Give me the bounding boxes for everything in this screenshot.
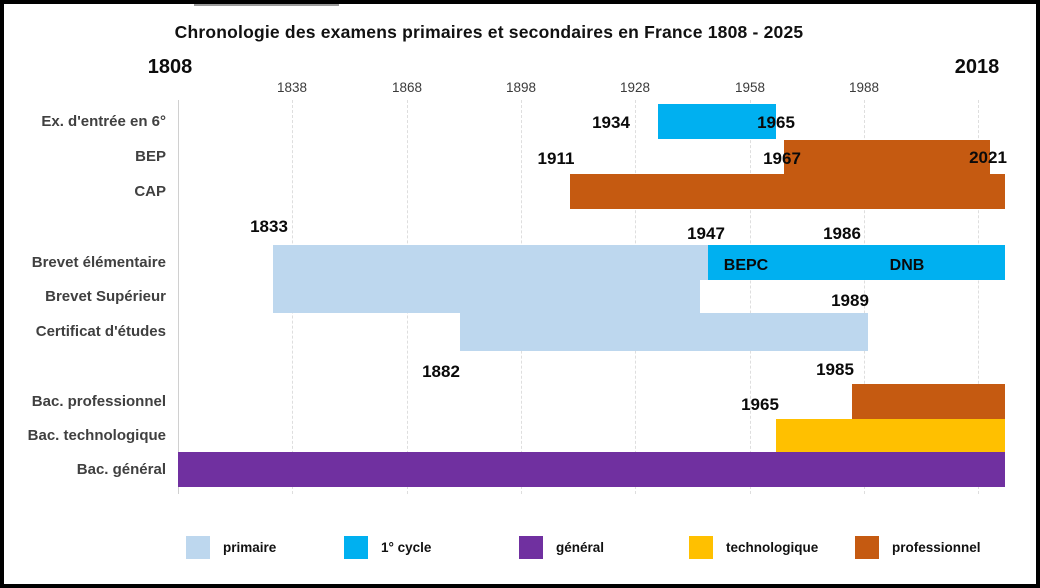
- bar-segment: [273, 245, 708, 280]
- bar-segment: [570, 174, 1005, 209]
- year-annotation: 1833: [250, 217, 288, 236]
- year-annotation: 1989: [831, 291, 869, 310]
- row-label: Brevet Supérieur: [45, 287, 166, 305]
- bar-segment: [708, 245, 1005, 280]
- row-label: Ex. d'entrée en 6°: [41, 112, 166, 130]
- row-label: Certificat d'études: [35, 323, 166, 340]
- bar-segment: [460, 313, 868, 351]
- axis-tick-label: 1988: [848, 80, 880, 95]
- axis-edge-label: 2018: [954, 56, 1000, 78]
- year-annotation: 1947: [687, 224, 725, 243]
- row-label: Brevet élémentaire: [31, 253, 166, 271]
- legend-label: général: [556, 540, 605, 555]
- legend-swatch-professionnel: [855, 536, 879, 559]
- bar-segment: [658, 104, 776, 139]
- timeline-chart: 1838 1868 1898 1928 1958 1988 1808 2018 Ex. d'en…: [4, 4, 1036, 584]
- bar-segment: [178, 452, 1005, 487]
- bar-inner-label: BEPC: [723, 257, 769, 274]
- row-label: Bac. général: [76, 460, 166, 478]
- legend-swatch-cycle1: [344, 536, 368, 559]
- gridline: [864, 100, 865, 494]
- bar-inner-label: DNB: [889, 257, 925, 274]
- axis-tick-label: 1958: [734, 80, 766, 95]
- year-annotation: 1967: [763, 149, 801, 168]
- axis-tick-label: 1898: [505, 80, 537, 95]
- top-edge-artifact: [194, 4, 339, 6]
- year-annotation: 1986: [823, 224, 861, 243]
- bar-segment: [784, 140, 990, 174]
- year-annotation: 1934: [592, 113, 630, 132]
- year-annotation: 2021: [969, 148, 1007, 167]
- axis-tick-label: 1868: [391, 80, 423, 95]
- axis-edge-label: 1808: [147, 56, 193, 78]
- year-annotation: 1882: [422, 362, 460, 381]
- year-annotation: 1985: [816, 360, 854, 379]
- row-label: CAP: [134, 182, 166, 200]
- axis-line: [178, 100, 179, 494]
- row-label: Bac. technologique: [27, 426, 166, 444]
- legend-label: primaire: [223, 540, 277, 555]
- bar-segment: [273, 280, 700, 313]
- legend-label: professionnel: [892, 540, 981, 555]
- legend-label: technologique: [726, 540, 819, 555]
- year-annotation: 1911: [537, 149, 575, 168]
- axis-tick-label: 1928: [619, 80, 651, 95]
- gridline: [750, 100, 751, 494]
- axis-tick-label: 1838: [276, 80, 308, 95]
- legend-swatch-general: [519, 536, 543, 559]
- row-label: BEP: [135, 148, 166, 165]
- legend-swatch-primaire: [186, 536, 210, 559]
- row-label: Bac. professionnel: [31, 392, 166, 410]
- year-annotation: 1965: [741, 395, 779, 414]
- chart-title: Chronologie des examens primaires et sec…: [174, 22, 804, 42]
- bar-segment: [852, 384, 1005, 419]
- legend-label: 1° cycle: [381, 540, 432, 555]
- legend-swatch-technologique: [689, 536, 713, 559]
- gridline: [978, 100, 979, 494]
- year-annotation: 1965: [757, 113, 795, 132]
- bar-segment: [776, 419, 1005, 452]
